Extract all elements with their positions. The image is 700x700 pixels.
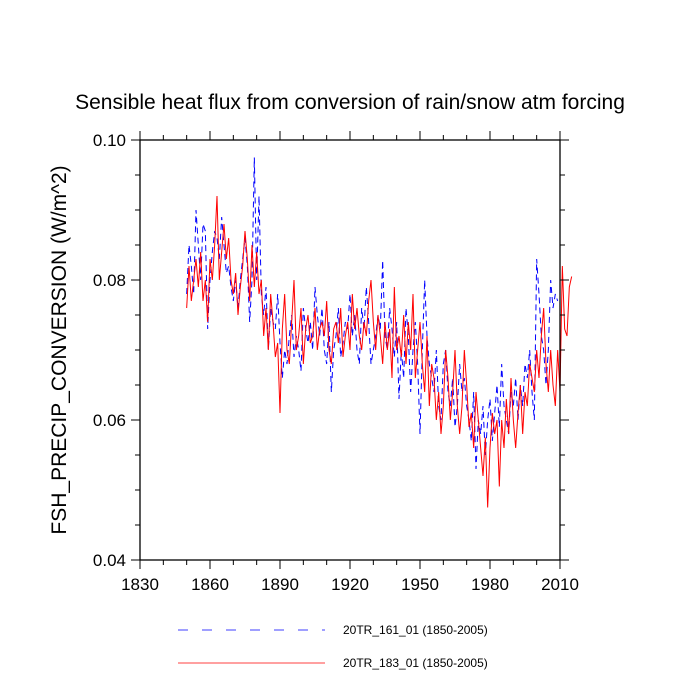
x-tick-label: 1950 <box>401 575 439 594</box>
x-tick-label: 1890 <box>261 575 299 594</box>
axis-tick-labels: 1830 1860 1890 1920 1950 1980 2010 0.04 0.06 0.08… <box>93 131 579 594</box>
y-tick-label: 0.08 <box>93 271 126 290</box>
y-axis-label: FSH_PRECIP_CONVERSION (W/m^2) <box>48 165 71 534</box>
legend-label-1: 20TR_161_01 (1850-2005) <box>343 623 488 637</box>
series-line-1 <box>186 157 559 470</box>
plot-area <box>186 157 573 508</box>
x-tick-label: 1980 <box>471 575 509 594</box>
x-tick-label: 1830 <box>121 575 159 594</box>
x-tick-label: 2010 <box>541 575 579 594</box>
x-tick-label: 1860 <box>191 575 229 594</box>
y-tick-label: 0.04 <box>93 551 126 570</box>
x-tick-label: 1920 <box>331 575 369 594</box>
y-tick-label: 0.10 <box>93 131 126 150</box>
legend: 20TR_161_01 (1850-2005) 20TR_183_01 (1850… <box>178 623 488 670</box>
legend-label-2: 20TR_183_01 (1850-2005) <box>343 656 488 670</box>
chart-title: Sensible heat flux from conversion of ra… <box>75 91 625 114</box>
y-tick-label: 0.06 <box>93 411 126 430</box>
series-line-2 <box>186 195 573 508</box>
axis-ticks <box>131 131 569 569</box>
